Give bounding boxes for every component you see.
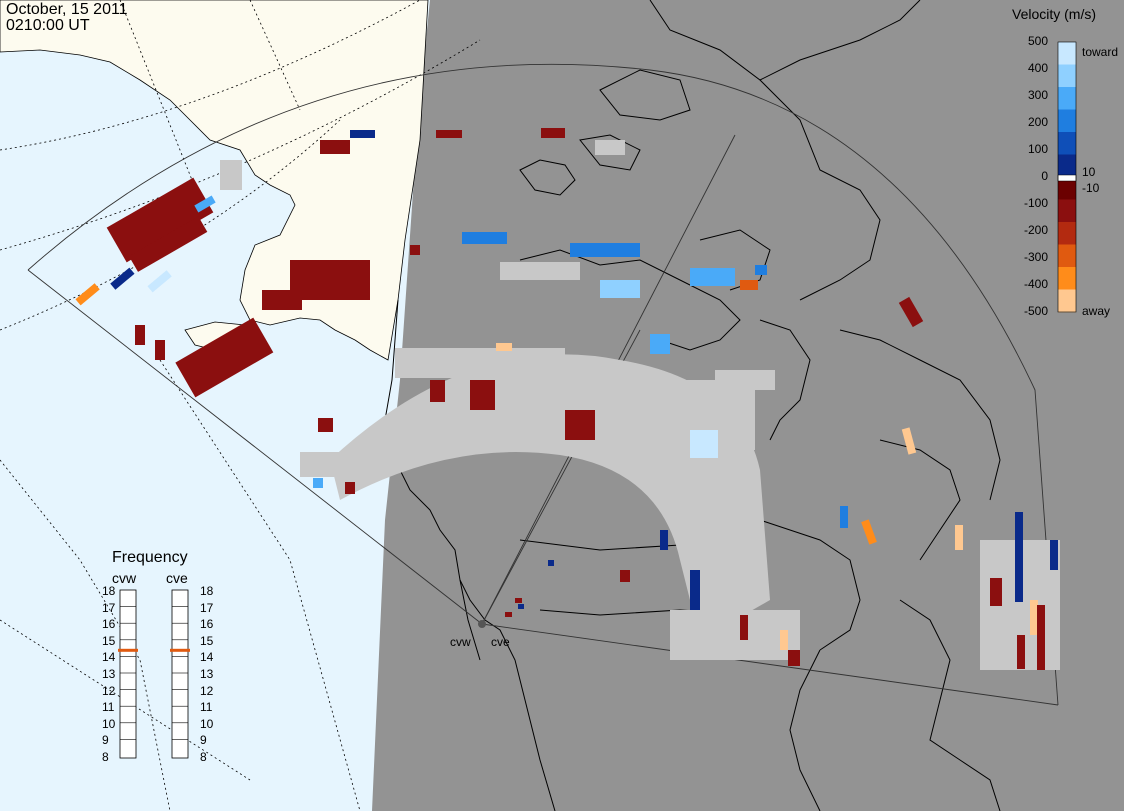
frequency-scale-label: 16 — [200, 617, 214, 632]
colorbar-segment — [1058, 267, 1076, 290]
colorbar-segment — [1058, 222, 1076, 245]
frequency-scale-label: 10 — [102, 716, 116, 731]
velocity-tick-label: -400 — [1023, 277, 1048, 291]
velocity-tick-label: -100 — [1023, 196, 1048, 210]
coastlines — [384, 0, 1001, 811]
frequency-indicator-cvw — [118, 648, 138, 652]
velocity-tick-label: 200 — [1027, 115, 1048, 129]
frequency-scale-label: 17 — [200, 600, 214, 615]
velocity-tick-label: 100 — [1027, 142, 1048, 156]
velocity-legend-title: Velocity (m/s) — [1012, 6, 1097, 22]
colorbar-segment — [1058, 177, 1076, 200]
colorbar-segment — [1058, 87, 1076, 110]
frequency-scale-label: 12 — [102, 683, 116, 698]
away-label: away — [1082, 304, 1111, 318]
frequency-gauge-cve — [171, 589, 189, 759]
frequency-scale-label: 12 — [200, 683, 214, 698]
freq-radar-w: cvw — [112, 570, 137, 586]
frequency-scale-label: 15 — [102, 633, 116, 648]
velocity-tick-label: -200 — [1023, 223, 1048, 237]
colorbar-segment — [1058, 64, 1076, 88]
colorbar-outline — [1057, 41, 1077, 313]
time-label: 0210:00 UT — [6, 17, 90, 34]
frequency-scale-label: 17 — [102, 600, 116, 615]
velocity-tick-label: -500 — [1023, 304, 1048, 318]
velocity-tick-label: 300 — [1027, 88, 1048, 102]
colorbar-segment — [1058, 289, 1076, 313]
radar-site-marker — [478, 620, 486, 628]
frequency-scale-label: 15 — [200, 633, 214, 648]
inner-label-neg: -10 — [1082, 181, 1100, 195]
velocity-cells — [75, 128, 1058, 670]
velocity-tick-label: 400 — [1027, 61, 1048, 75]
frequency-scale-label: 11 — [200, 700, 213, 715]
frequency-scale-label: 10 — [200, 716, 214, 731]
date-label: October, 15 2011 — [6, 1, 128, 18]
colorbar-segment — [1058, 42, 1076, 65]
frequency-title: Frequency — [112, 549, 188, 566]
frequency-scale-label: 13 — [200, 667, 214, 681]
site-label-east: cve — [491, 635, 510, 649]
frequency-scale-label: 18 — [200, 584, 214, 598]
colorbar-segment — [1058, 244, 1076, 268]
velocity-tick-label: 500 — [1027, 34, 1048, 48]
frequency-scale-label: 8 — [200, 750, 207, 764]
velocity-tick-label: 0 — [1041, 169, 1048, 183]
colorbar-segment — [1058, 109, 1076, 133]
toward-label: toward — [1082, 45, 1119, 59]
frequency-scale-label: 9 — [102, 733, 109, 748]
frequency-scale-label: 8 — [102, 750, 109, 764]
frequency-scale-label: 9 — [200, 733, 207, 748]
colorbar-segment — [1058, 132, 1076, 155]
frequency-scale-label: 18 — [102, 584, 116, 598]
frequency-gauges — [118, 589, 190, 759]
colorbar-segment — [1058, 154, 1076, 178]
frequency-scale-label: 13 — [102, 667, 116, 681]
frequency-scale-label: 14 — [200, 650, 214, 665]
velocity-tick-label: -300 — [1023, 250, 1048, 264]
site-label-west: cvw — [450, 635, 471, 649]
freq-radar-e: cve — [166, 570, 188, 586]
velocity-colorbar — [1057, 41, 1077, 313]
frequency-scale-label: 11 — [102, 700, 115, 715]
colorbar-zero-band — [1057, 174, 1077, 182]
inner-label-pos: 10 — [1082, 165, 1096, 179]
colorbar-segment — [1058, 199, 1076, 223]
frequency-scale-label: 16 — [102, 617, 116, 632]
frequency-gauge-cvw — [119, 589, 137, 759]
graticule — [0, 0, 481, 811]
frequency-scale-label: 14 — [102, 650, 116, 665]
near-range-cells — [505, 598, 524, 617]
fov-outline — [27, 63, 1059, 706]
frequency-indicator-cve — [170, 648, 190, 652]
